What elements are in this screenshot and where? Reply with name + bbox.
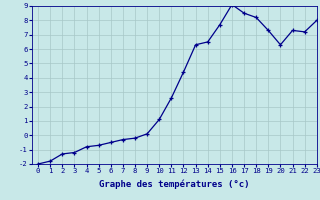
- X-axis label: Graphe des températures (°c): Graphe des températures (°c): [99, 180, 250, 189]
